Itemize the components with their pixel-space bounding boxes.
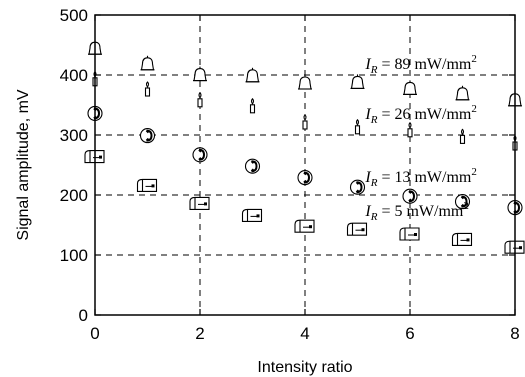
data-point-phone-icon <box>454 194 471 210</box>
y-tick-label: 0 <box>79 306 88 325</box>
data-point-bell-icon <box>140 55 155 71</box>
x-tick-label: 6 <box>405 324 414 343</box>
data-point-bell-icon <box>193 66 207 82</box>
y-tick-label: 300 <box>60 126 88 145</box>
data-markers <box>84 40 525 254</box>
data-point-phone-icon <box>349 179 366 195</box>
data-point-candle-icon <box>459 128 466 144</box>
y-tick-label: 500 <box>60 6 88 25</box>
data-point-mailbox-icon <box>294 219 315 233</box>
data-point-bell-icon <box>245 67 260 83</box>
y-tick-label: 200 <box>60 186 88 205</box>
data-point-mailbox-icon <box>241 208 263 222</box>
y-axis-label: Signal amplitude, mV <box>15 89 32 241</box>
series-annotations: IR = 89 mW/mm2 IR = 26 mW/mm2 IR = 13 mW/m… <box>364 53 476 223</box>
data-point-mailbox-icon <box>136 178 158 192</box>
data-point-mailbox-icon <box>399 227 420 241</box>
data-point-phone-icon <box>244 158 261 174</box>
data-point-bell-icon <box>403 80 417 95</box>
plot-frame <box>94 14 516 316</box>
data-point-candle-icon <box>354 119 361 135</box>
data-point-mailbox-icon <box>451 232 473 246</box>
x-axis-label: Intensity ratio <box>257 359 352 376</box>
data-point-candle-icon <box>249 98 256 114</box>
data-point-mailbox-icon <box>189 196 210 210</box>
x-tick-label: 8 <box>510 324 519 343</box>
data-point-bell-icon <box>350 74 365 89</box>
series-label: IR = 89 mW/mm2 <box>364 53 476 76</box>
data-point-candle-icon <box>144 81 151 97</box>
series-label: IR = 5 mW/mm2 <box>364 200 468 223</box>
x-tick-label: 2 <box>195 324 204 343</box>
data-point-phone-icon <box>402 188 418 204</box>
x-tick-label: 4 <box>300 324 309 343</box>
series-label: IR = 26 mW/mm2 <box>364 103 476 126</box>
series-label: IR = 13 mW/mm2 <box>364 166 476 189</box>
data-point-bell-icon <box>298 75 312 90</box>
tick-labels: 0 2 4 6 8 0 100 200 300 400 500 <box>60 6 520 343</box>
data-point-candle-icon <box>197 92 203 108</box>
y-tick-label: 100 <box>60 246 88 265</box>
data-point-phone-icon <box>297 170 313 186</box>
data-point-bell-icon <box>455 85 470 101</box>
data-point-phone-icon <box>192 147 208 163</box>
data-point-candle-icon <box>302 114 308 130</box>
data-point-candle-icon <box>407 122 413 138</box>
data-point-mailbox-icon <box>346 222 368 236</box>
data-point-phone-icon <box>139 128 156 144</box>
y-tick-label: 400 <box>60 66 88 85</box>
x-tick-label: 0 <box>90 324 99 343</box>
